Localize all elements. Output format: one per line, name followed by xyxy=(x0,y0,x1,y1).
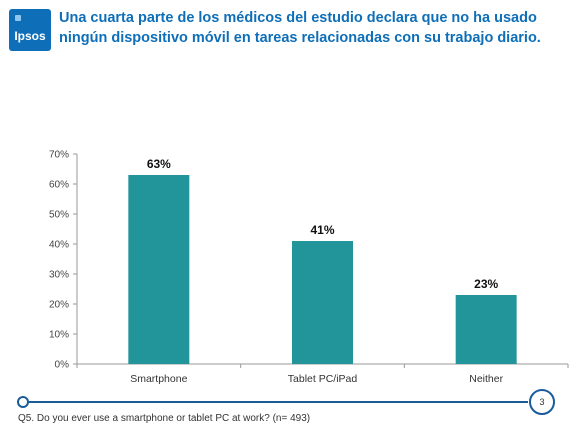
y-tick-label: 20% xyxy=(49,300,69,311)
y-tick-label: 0% xyxy=(55,360,70,371)
data-label: 23% xyxy=(474,277,498,291)
y-tick-label: 50% xyxy=(49,210,69,221)
bar xyxy=(292,241,353,364)
logo-text: Ipsos xyxy=(14,29,46,43)
y-tick-label: 10% xyxy=(49,330,69,341)
logo-accent-icon xyxy=(15,15,21,21)
bar xyxy=(128,175,190,364)
y-tick-label: 30% xyxy=(49,270,69,281)
footer-divider xyxy=(28,401,528,403)
data-label: 41% xyxy=(310,223,334,237)
category-label: Neither xyxy=(469,373,503,385)
ipsos-logo: Ipsos xyxy=(9,9,51,51)
data-label: 63% xyxy=(147,157,171,171)
question-footnote: Q5. Do you ever use a smartphone or tabl… xyxy=(18,413,311,424)
category-label: Tablet PC/iPad xyxy=(288,373,358,385)
y-tick-label: 40% xyxy=(49,240,69,251)
slide-title: Una cuarta parte de los médicos del estu… xyxy=(59,10,541,46)
page-number: 3 xyxy=(529,389,555,415)
bar xyxy=(455,295,517,364)
category-label: Smartphone xyxy=(130,373,187,385)
y-tick-label: 70% xyxy=(49,150,69,161)
y-tick-label: 60% xyxy=(49,180,69,191)
